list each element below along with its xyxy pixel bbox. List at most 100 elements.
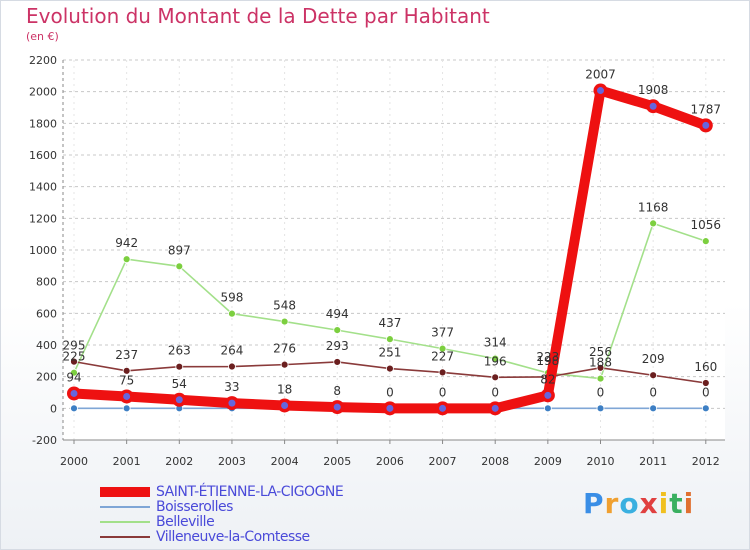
x-tick-label: 2004 — [271, 455, 299, 468]
data-label: 94 — [66, 370, 81, 384]
y-tick-label: 800 — [36, 276, 57, 289]
data-label: 188 — [589, 356, 612, 370]
data-label: 0 — [597, 385, 605, 399]
data-point — [702, 121, 710, 129]
data-label: 256 — [589, 345, 612, 359]
logo-letter: o — [619, 487, 640, 520]
x-tick-label: 2002 — [165, 455, 193, 468]
data-label: 942 — [115, 236, 138, 250]
data-point — [281, 401, 289, 409]
data-point — [333, 326, 342, 335]
data-label: 237 — [115, 348, 138, 362]
data-label: 0 — [649, 385, 657, 399]
x-tick-label: 2008 — [481, 455, 509, 468]
data-label: 548 — [273, 299, 296, 313]
y-tick-label: 600 — [36, 307, 57, 320]
y-tick-label: -200 — [32, 434, 57, 447]
data-label: 160 — [694, 360, 717, 374]
data-point — [175, 362, 184, 371]
logo-letter: i — [658, 487, 670, 520]
data-label: 276 — [273, 342, 296, 356]
data-point — [439, 404, 447, 412]
data-label: 1168 — [638, 200, 669, 214]
logo-letter: x — [639, 487, 659, 520]
legend-swatch — [100, 521, 150, 523]
data-point — [649, 219, 658, 228]
logo-letter: r — [604, 487, 620, 520]
data-point — [122, 404, 131, 413]
data-point — [122, 255, 131, 264]
data-label: 225 — [63, 350, 86, 364]
data-label: 314 — [484, 336, 507, 350]
data-point — [70, 368, 78, 377]
data-label: 82 — [540, 372, 555, 386]
data-point — [70, 357, 78, 366]
data-label: 263 — [168, 344, 191, 358]
data-point — [438, 344, 447, 353]
y-tick-label: 0 — [50, 402, 57, 415]
x-tick-label: 2003 — [218, 455, 246, 468]
legend-swatch — [100, 487, 150, 497]
data-point — [491, 354, 500, 363]
data-point — [701, 379, 710, 387]
x-tick-label: 2000 — [60, 455, 88, 468]
proxiti-logo: Proxiti — [583, 487, 694, 520]
data-point — [333, 403, 341, 411]
x-tick-label: 2007 — [429, 455, 457, 468]
data-point — [701, 404, 710, 413]
data-label: 0 — [386, 385, 394, 399]
data-label: 196 — [484, 354, 507, 368]
data-label: 75 — [119, 373, 134, 387]
data-point — [543, 404, 552, 413]
data-label: 897 — [168, 243, 191, 257]
data-label: 54 — [172, 377, 187, 391]
x-tick-label: 2006 — [376, 455, 404, 468]
legend-item: Belleville — [100, 514, 400, 531]
data-label: 264 — [220, 344, 243, 358]
x-tick-label: 2012 — [692, 455, 720, 468]
legend-label: Belleville — [156, 514, 215, 530]
y-tick-label: 1200 — [29, 212, 57, 225]
data-label: 18 — [277, 382, 292, 396]
data-label: 295 — [63, 339, 86, 353]
y-tick-label: 1000 — [29, 244, 57, 257]
data-point — [596, 374, 605, 383]
data-point — [491, 373, 500, 382]
legend-label: Villeneuve-la-Comtesse — [156, 529, 310, 545]
data-label: 1908 — [638, 83, 669, 97]
y-tick-label: 2200 — [29, 54, 57, 67]
data-point — [596, 363, 605, 372]
data-label: 8 — [333, 384, 341, 398]
x-tick-label: 2009 — [534, 455, 562, 468]
data-label: 198 — [536, 354, 559, 368]
data-point — [649, 371, 658, 380]
legend-swatch — [100, 506, 150, 508]
data-label: 227 — [431, 349, 454, 363]
data-label: 0 — [439, 385, 447, 399]
data-label: 209 — [642, 352, 665, 366]
legend-swatch — [100, 536, 150, 538]
legend: SAINT-ÉTIENNE-LA-CIGOGNE Boisserolles Be… — [100, 484, 400, 546]
legend-item: SAINT-ÉTIENNE-LA-CIGOGNE — [100, 484, 400, 501]
data-point — [597, 87, 604, 95]
data-label: 598 — [220, 291, 243, 305]
data-point — [701, 237, 710, 246]
data-point — [175, 262, 184, 271]
data-point — [438, 368, 447, 377]
y-tick-label: 2000 — [29, 86, 57, 99]
data-label: 437 — [378, 316, 401, 330]
y-tick-label: 1600 — [29, 149, 57, 162]
data-point — [122, 366, 131, 375]
data-point — [649, 404, 658, 413]
legend-item: Villeneuve-la-Comtesse — [100, 529, 400, 546]
data-point — [123, 392, 131, 400]
y-tick-label: 400 — [36, 339, 57, 352]
data-point — [385, 335, 394, 344]
x-tick-label: 2011 — [639, 455, 667, 468]
data-point — [386, 404, 394, 412]
data-label: 223 — [536, 350, 559, 364]
data-label: 1787 — [691, 102, 722, 116]
data-point — [649, 102, 657, 110]
data-point — [385, 364, 394, 373]
